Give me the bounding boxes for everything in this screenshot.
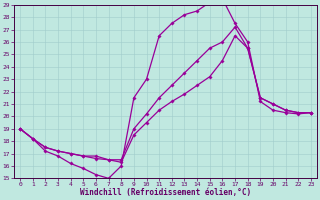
X-axis label: Windchill (Refroidissement éolien,°C): Windchill (Refroidissement éolien,°C) bbox=[80, 188, 251, 197]
